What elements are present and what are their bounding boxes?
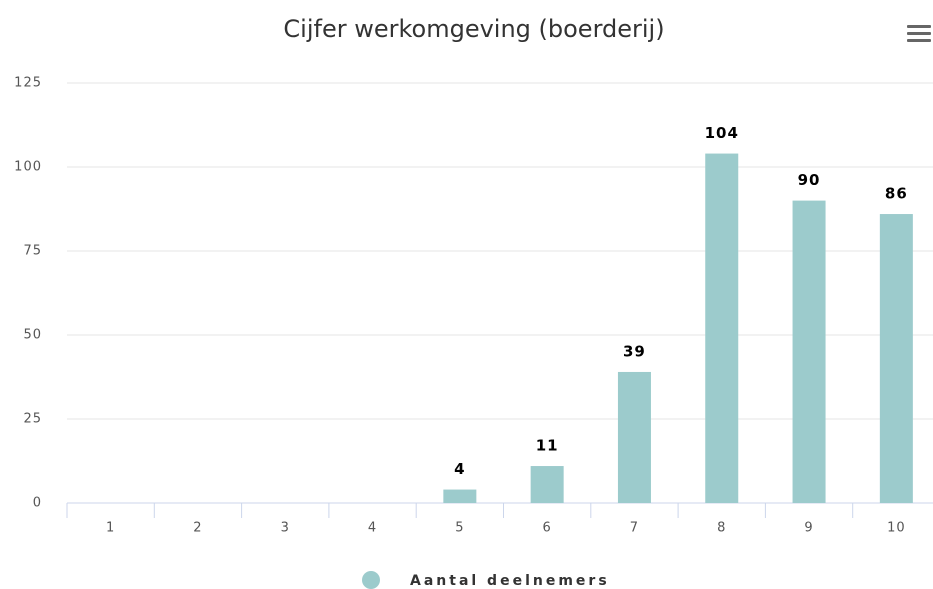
data-label: 90	[798, 171, 821, 189]
x-tick-label: 6	[543, 521, 552, 536]
x-tick-label: 4	[368, 521, 377, 536]
y-tick-label: 50	[23, 328, 42, 343]
menu-button[interactable]	[907, 25, 931, 42]
data-label: 104	[705, 124, 739, 142]
data-label: 4	[454, 460, 465, 478]
data-label: 11	[536, 437, 559, 455]
chart-title: Cijfer werkomgeving (boerderij)	[283, 15, 664, 43]
y-tick-label: 125	[14, 76, 42, 91]
y-tick-label: 0	[33, 496, 42, 511]
x-tick-label: 3	[281, 521, 290, 536]
x-tick-label: 8	[717, 521, 726, 536]
y-tick-label: 75	[23, 244, 42, 259]
x-tick-label: 2	[193, 521, 202, 536]
bar	[879, 214, 913, 504]
data-label: 86	[885, 185, 908, 203]
bar	[617, 371, 651, 503]
bar	[443, 489, 477, 503]
x-tick-label: 7	[630, 521, 639, 536]
bar	[530, 466, 564, 503]
bar	[705, 153, 739, 503]
x-tick-label: 9	[804, 521, 813, 536]
legend-label: Aantal deelnemers	[410, 573, 610, 589]
data-label: 39	[623, 342, 646, 360]
y-tick-label: 25	[23, 412, 42, 427]
legend-symbol	[362, 571, 380, 589]
y-tick-label: 100	[14, 160, 42, 175]
bar	[792, 200, 826, 503]
x-tick-label: 1	[106, 521, 115, 536]
x-tick-label: 5	[455, 521, 464, 536]
x-tick-label: 10	[887, 521, 906, 536]
